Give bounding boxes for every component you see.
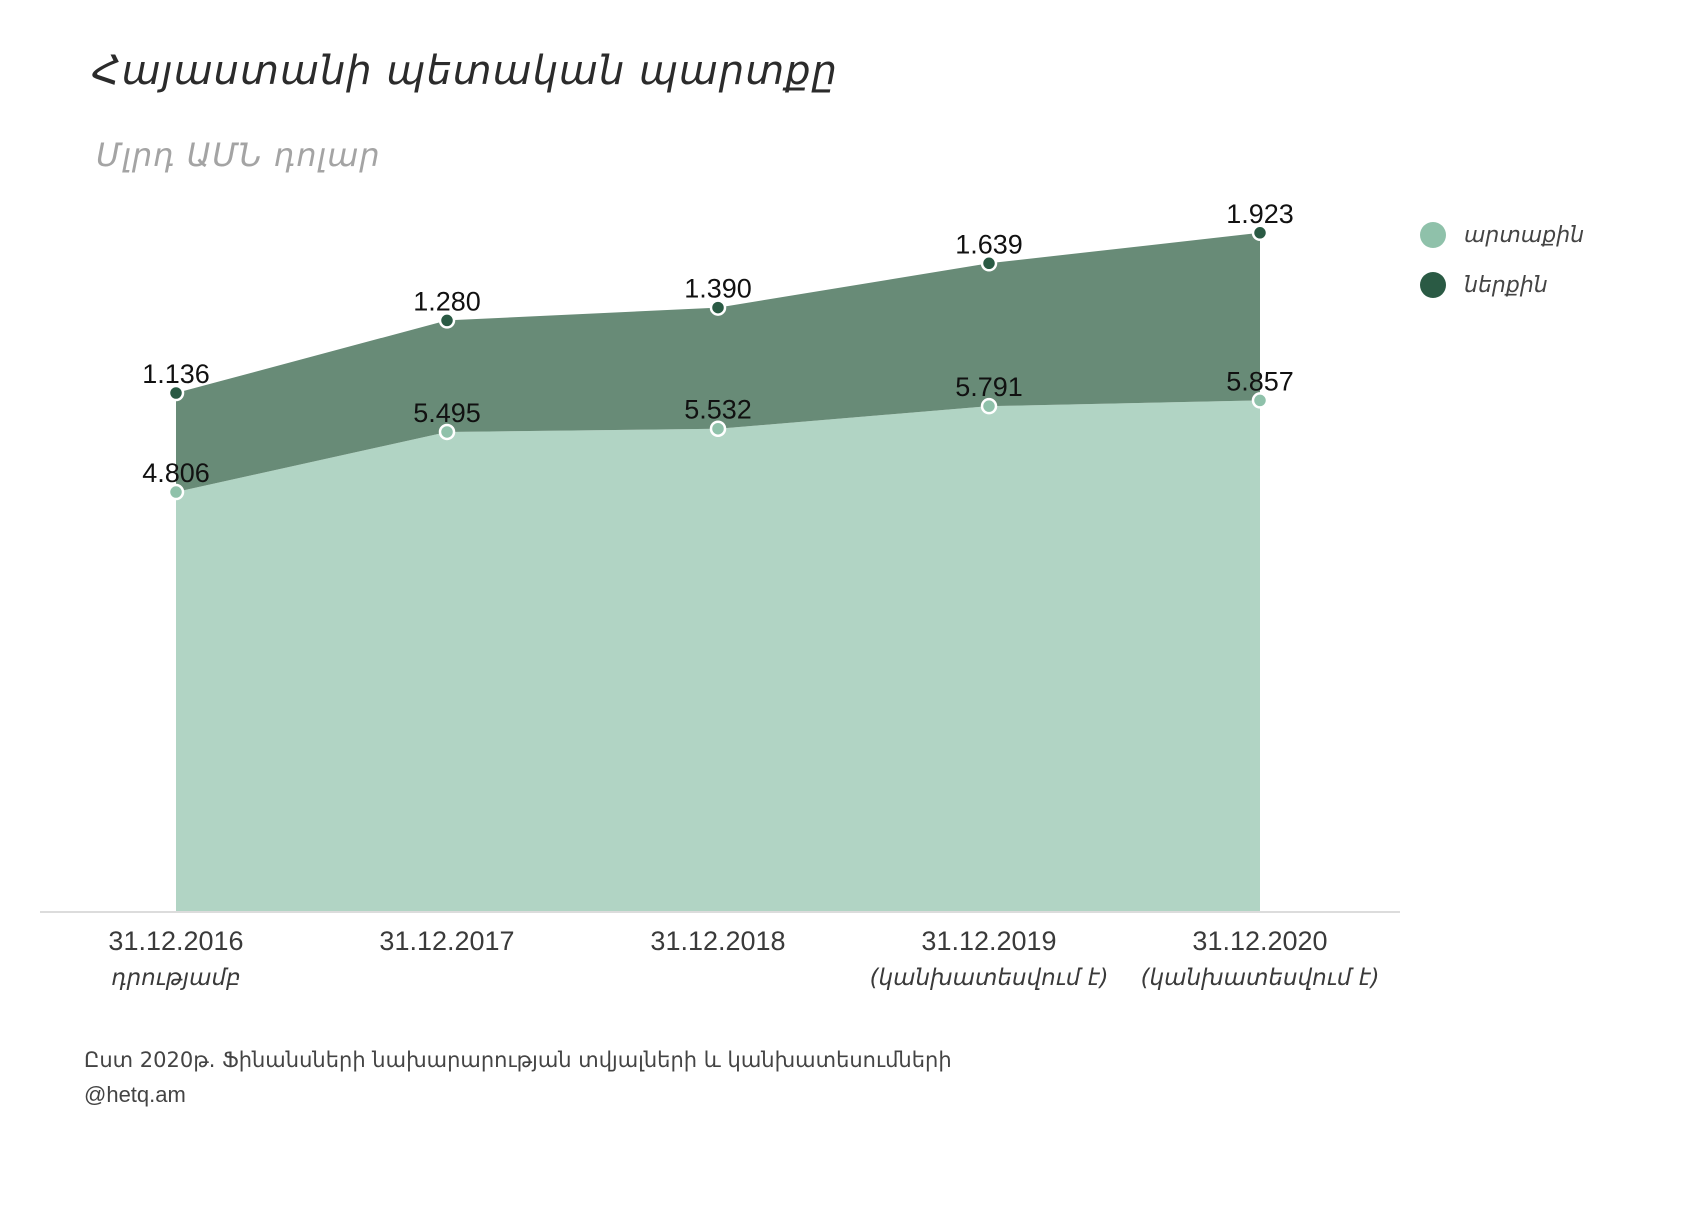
point-internal — [1251, 224, 1269, 242]
x-tick-label: 31.12.2019 — [921, 926, 1056, 956]
legend-swatch-external — [1420, 222, 1446, 248]
x-tick-label: 31.12.2017 — [379, 926, 514, 956]
data-label-internal: 1.136 — [142, 359, 210, 389]
data-label-external: 5.857 — [1226, 366, 1294, 396]
x-tick-label: 31.12.2016 — [108, 926, 243, 956]
x-tick-note: (կանխատեսվում է) — [870, 965, 1109, 991]
chart-subtitle: Մլրդ ԱՄՆ դոլար — [96, 136, 381, 174]
x-tick-note: դրությամբ — [111, 965, 240, 991]
data-label-external: 4.806 — [142, 458, 210, 488]
point-internal — [438, 312, 456, 329]
legend-label-internal: ներքին — [1464, 272, 1548, 298]
area-external — [176, 400, 1260, 911]
legend-swatch-internal — [1420, 272, 1446, 298]
data-label-internal: 1.923 — [1226, 199, 1294, 229]
chart-title: Հայաստանի պետական պարտքը — [92, 48, 838, 94]
point-external — [167, 483, 185, 501]
data-label-external: 5.532 — [684, 395, 752, 425]
point-external — [438, 423, 456, 441]
point-internal — [980, 255, 998, 272]
data-label-internal: 1.390 — [684, 274, 752, 304]
legend-item-external: արտաքին — [1420, 210, 1584, 260]
data-label-internal: 1.280 — [413, 286, 481, 316]
x-tick-note: (կանխատեսվում է) — [1141, 965, 1380, 991]
legend: արտաքին ներքին — [1420, 210, 1584, 310]
x-tick-label: 31.12.2018 — [650, 926, 785, 956]
credit: @hetq.am — [84, 1082, 186, 1107]
data-label-external: 5.495 — [413, 398, 481, 428]
legend-label-external: արտաքին — [1464, 222, 1585, 248]
point-internal — [709, 299, 727, 316]
legend-item-internal: ներքին — [1420, 260, 1584, 310]
source-note: Ըստ 2020թ. Ֆինանսների նախարարության տվյա… — [84, 1048, 952, 1072]
point-external — [1251, 392, 1269, 409]
x-tick-label: 31.12.2020 — [1192, 926, 1327, 956]
data-label-internal: 1.639 — [955, 229, 1023, 259]
point-external — [980, 397, 998, 415]
point-internal — [167, 384, 185, 402]
data-label-external: 5.791 — [955, 372, 1023, 402]
point-external — [709, 420, 727, 437]
